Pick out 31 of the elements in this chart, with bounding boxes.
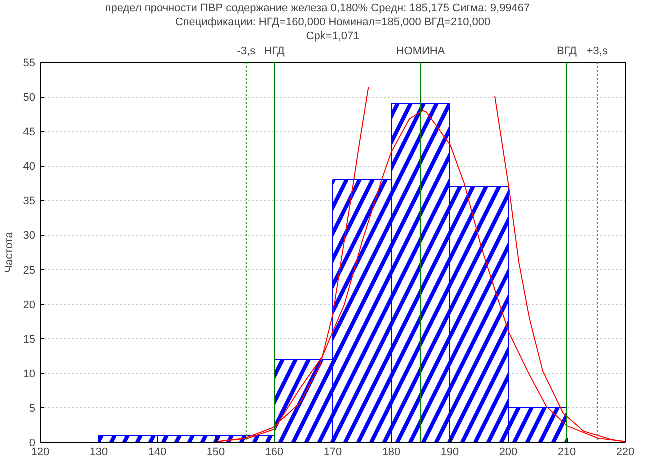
y-tick-label: 30 bbox=[23, 230, 36, 242]
chart-title: предел прочности ПВР содержание железа 0,180% Средн: 185,175 Сигма: 9,99467 bbox=[105, 2, 530, 14]
ref-line-label: НОМИНА bbox=[396, 46, 446, 58]
x-tick-label: 150 bbox=[206, 446, 226, 458]
y-tick-label: 25 bbox=[23, 264, 36, 277]
ref-line-label: НГД bbox=[264, 46, 286, 58]
ref-line-label: ВГД bbox=[556, 46, 578, 58]
y-tick-label: 20 bbox=[23, 299, 36, 312]
y-tick-label: 35 bbox=[23, 196, 36, 208]
x-tick-label: 210 bbox=[558, 446, 576, 458]
ref-line-label: +3,s bbox=[586, 46, 608, 58]
y-axis-title: Частота bbox=[3, 231, 16, 273]
y-tick-label: 55 bbox=[23, 58, 36, 70]
x-tick-label: 130 bbox=[90, 446, 108, 458]
text: Cpk=1,071 bbox=[306, 30, 360, 42]
y-tick-label: 10 bbox=[23, 368, 36, 380]
x-tick-label: 160 bbox=[265, 446, 284, 458]
y-tick-label: 40 bbox=[23, 161, 36, 174]
ref-line-label: -3,s bbox=[237, 46, 256, 58]
x-tick-label: 190 bbox=[440, 446, 460, 458]
y-tick-label: 50 bbox=[23, 92, 36, 104]
x-tick-label: 220 bbox=[616, 446, 635, 458]
chart-subtitle: Спецификации: НГД=160,000 Номинал=185,000 ВГД=210,000 bbox=[175, 16, 491, 28]
y-tick-label: 15 bbox=[23, 334, 36, 346]
x-tick-label: 200 bbox=[499, 446, 518, 458]
x-tick-label: 140 bbox=[148, 446, 167, 458]
x-tick-label: 180 bbox=[382, 446, 401, 458]
y-tick-label: 5 bbox=[29, 402, 36, 415]
y-tick-label: 45 bbox=[23, 126, 36, 139]
x-tick-label: 170 bbox=[324, 446, 342, 458]
x-tick-label: 120 bbox=[31, 446, 50, 458]
